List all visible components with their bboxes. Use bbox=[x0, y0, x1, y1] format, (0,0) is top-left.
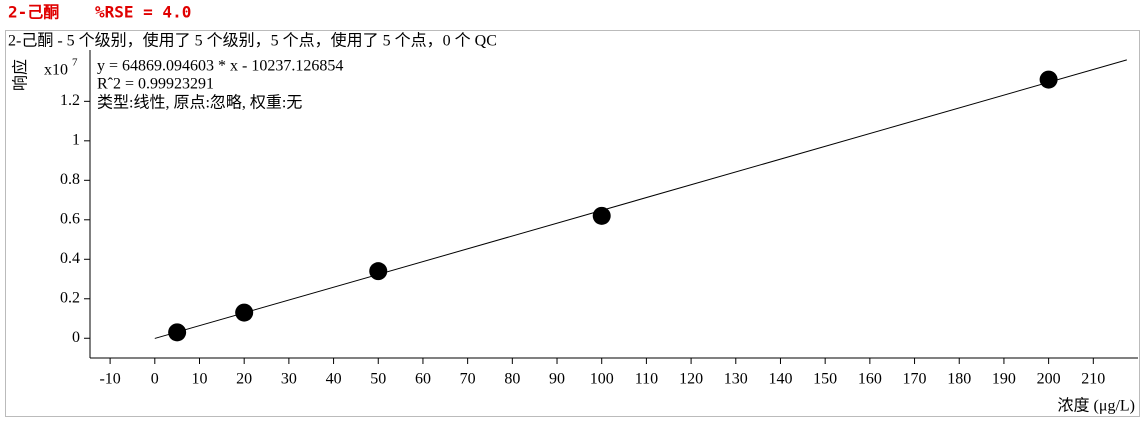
x-tick-label: 130 bbox=[724, 371, 748, 388]
x-tick-label: 180 bbox=[947, 371, 971, 388]
x-tick-label: -10 bbox=[99, 371, 120, 388]
y-tick-label: 0.2 bbox=[60, 289, 80, 306]
y-tick-label: 0.4 bbox=[60, 250, 80, 267]
x-tick-label: 170 bbox=[903, 371, 927, 388]
x-axis-label: 浓度 (μg/L) bbox=[1058, 397, 1135, 415]
x-tick-label: 120 bbox=[679, 371, 703, 388]
x-tick-label: 60 bbox=[415, 371, 431, 388]
y-tick-label: 1.2 bbox=[60, 92, 80, 109]
annotation: 类型:线性, 原点:忽略, 权重:无 bbox=[97, 94, 302, 112]
chart-title: 2-己酮 bbox=[8, 3, 59, 22]
y-tick-label: 0.8 bbox=[60, 171, 80, 188]
x-tick-label: 190 bbox=[992, 371, 1016, 388]
x-tick-label: 150 bbox=[813, 371, 837, 388]
x-tick-label: 50 bbox=[370, 371, 386, 388]
x-tick-label: 20 bbox=[236, 371, 252, 388]
y-tick-label: 0.6 bbox=[60, 210, 80, 227]
x-tick-label: 140 bbox=[768, 371, 792, 388]
x-tick-label: 40 bbox=[326, 371, 342, 388]
data-point bbox=[369, 262, 388, 281]
x-tick-label: 90 bbox=[549, 371, 565, 388]
frame bbox=[5, 30, 1140, 417]
data-point bbox=[168, 323, 187, 342]
annotation: Rˆ2 = 0.99923291 bbox=[97, 76, 214, 93]
data-point bbox=[592, 206, 611, 225]
subtitle: 2-己酮 - 5 个级别，使用了 5 个级别，5 个点，使用了 5 个点，0 个… bbox=[8, 32, 497, 50]
x-tick-label: 110 bbox=[635, 371, 658, 388]
data-point bbox=[235, 303, 254, 322]
y-axis-label: 响应 bbox=[11, 59, 30, 91]
x-tick-label: 10 bbox=[191, 371, 207, 388]
annotation: y = 64869.094603 * x - 10237.126854 bbox=[97, 58, 343, 75]
x-tick-label: 210 bbox=[1081, 371, 1105, 388]
y-multiplier: x10 bbox=[44, 62, 68, 79]
y-tick-label: 1 bbox=[72, 131, 80, 148]
x-tick-label: 70 bbox=[460, 371, 476, 388]
data-point bbox=[1039, 70, 1058, 89]
x-tick-label: 160 bbox=[858, 371, 882, 388]
x-tick-label: 80 bbox=[504, 371, 520, 388]
fit-line bbox=[154, 59, 1127, 339]
rse: %RSE = 4.0 bbox=[95, 3, 191, 22]
y-tick-label: 0 bbox=[72, 329, 80, 346]
x-tick-label: 200 bbox=[1037, 371, 1061, 388]
x-tick-label: 100 bbox=[590, 371, 614, 388]
y-exponent: 7 bbox=[72, 57, 78, 69]
x-tick-label: 30 bbox=[281, 371, 297, 388]
x-tick-label: 0 bbox=[151, 371, 159, 388]
